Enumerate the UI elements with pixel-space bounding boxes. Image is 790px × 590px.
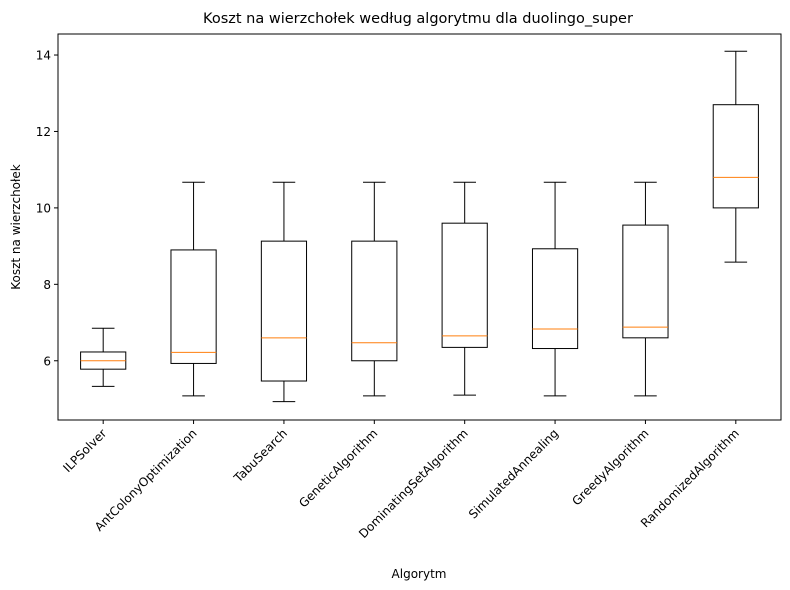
chart-title: Koszt na wierzchołek według algorytmu dl… bbox=[203, 11, 633, 27]
box-iqr bbox=[351, 240, 398, 362]
y-tick-label: 14 bbox=[36, 49, 51, 63]
box-iqr bbox=[260, 240, 308, 382]
box-iqr bbox=[622, 224, 669, 339]
box-iqr bbox=[712, 104, 759, 209]
x-tick-label: GreedyAlgorithm bbox=[569, 426, 651, 508]
y-tick-label: 12 bbox=[36, 125, 51, 139]
y-axis-label: Koszt na wierzchołek bbox=[9, 164, 23, 290]
x-tick-label: DominatingSetAlgorithm bbox=[356, 426, 471, 541]
y-tick-label: 6 bbox=[43, 354, 51, 368]
x-axis-label: Algorytm bbox=[392, 567, 447, 581]
x-tick-label: ILPSolver bbox=[60, 426, 109, 475]
x-tick-label: RandomizedAlgorithm bbox=[638, 426, 742, 530]
plot-frame bbox=[57, 33, 782, 421]
x-tick-label: AntColonyOptimization bbox=[92, 426, 200, 534]
y-tick-label: 10 bbox=[36, 201, 51, 215]
box-iqr bbox=[170, 249, 217, 364]
box-iqr bbox=[441, 222, 488, 348]
x-tick-label: TabuSearch bbox=[231, 426, 291, 486]
x-tick-label: GeneticAlgorithm bbox=[296, 426, 380, 510]
y-tick-label: 8 bbox=[43, 278, 51, 292]
x-tick-label: SimulatedAnnealing bbox=[466, 426, 561, 521]
box-iqr bbox=[531, 248, 579, 350]
